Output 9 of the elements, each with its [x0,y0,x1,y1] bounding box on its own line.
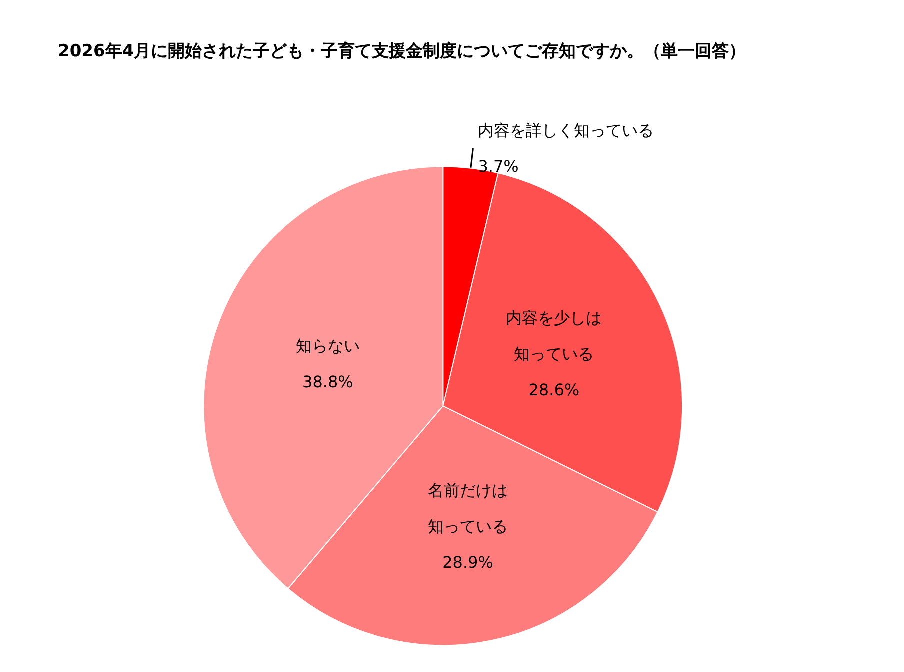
slice-label: 知らない [296,336,360,356]
data-label: 28.6% [528,380,580,400]
chart-title: 2026年4月に開始された子ども・子育て支援金制度についてご存知ですか。（単一回答） [58,40,746,62]
slice-label: 名前だけは知っている [428,480,508,536]
data-label: 28.9% [442,552,494,572]
data-label: 3.7% [478,157,519,176]
data-label: 38.8% [302,372,354,392]
slice-label: 内容を少しは知っている [506,308,602,364]
slice-label: 内容を詳しく知っている [478,121,654,140]
